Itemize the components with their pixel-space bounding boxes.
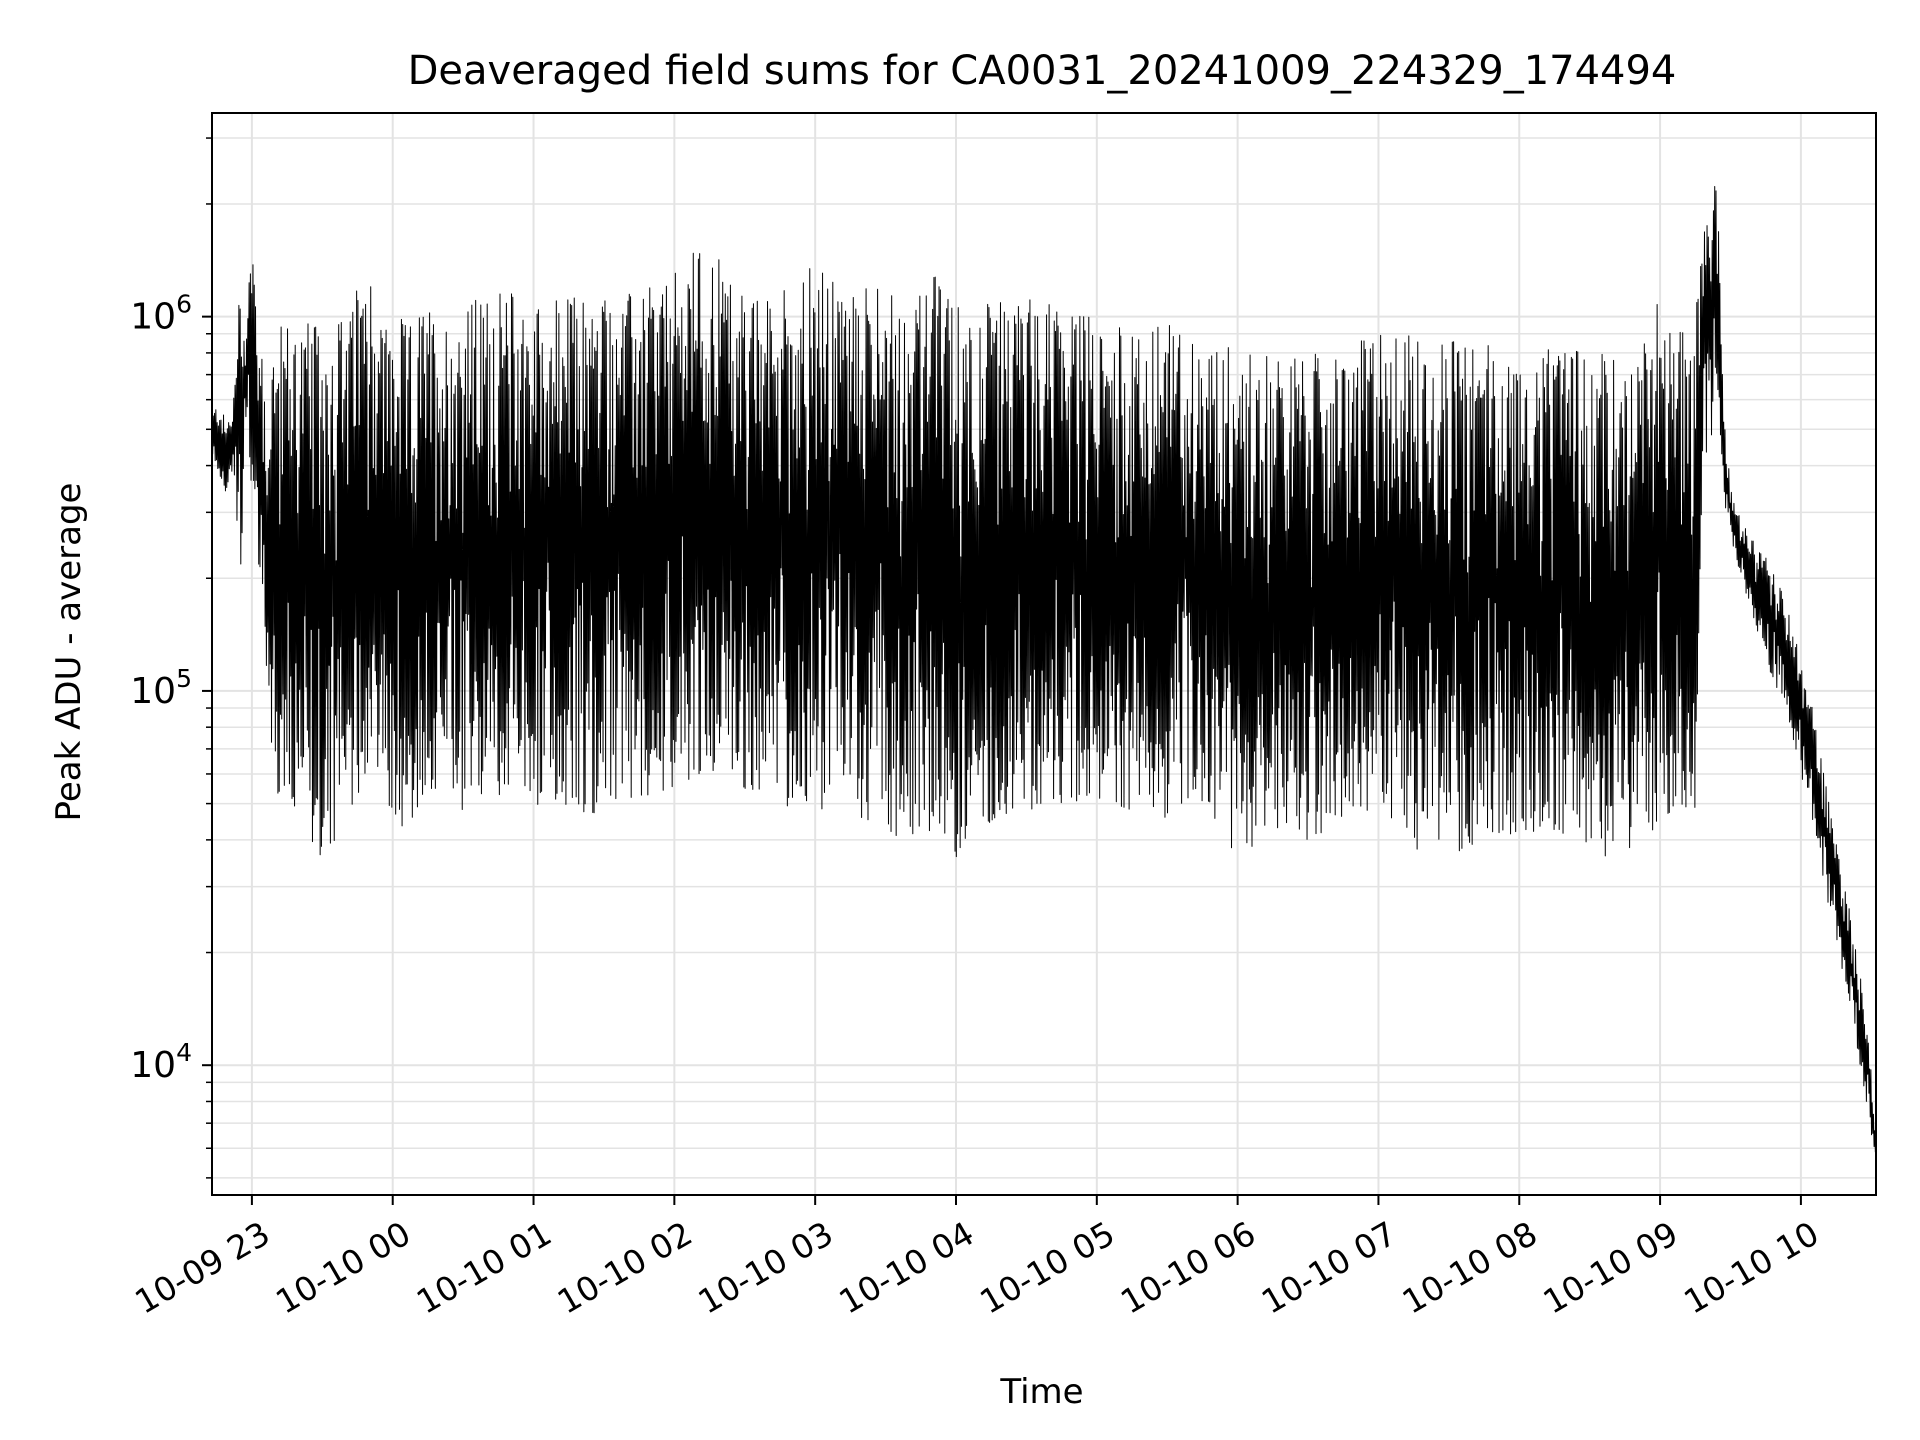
series-line bbox=[211, 186, 1877, 1153]
plot-area bbox=[211, 186, 1877, 1153]
grid-lines bbox=[212, 113, 1876, 1195]
y-axis-label: Peak ADU - average bbox=[49, 483, 89, 822]
y-axis: 104 105 106 bbox=[130, 137, 212, 1179]
chart-title: Deaveraged field sums for CA0031_2024100… bbox=[408, 48, 1677, 94]
y-tick-label: 104 bbox=[130, 1038, 192, 1086]
y-tick-label: 105 bbox=[130, 664, 192, 712]
x-axis-label: Time bbox=[999, 1372, 1083, 1412]
y-tick-label: 106 bbox=[130, 290, 192, 338]
axes-frame bbox=[211, 112, 1877, 1196]
